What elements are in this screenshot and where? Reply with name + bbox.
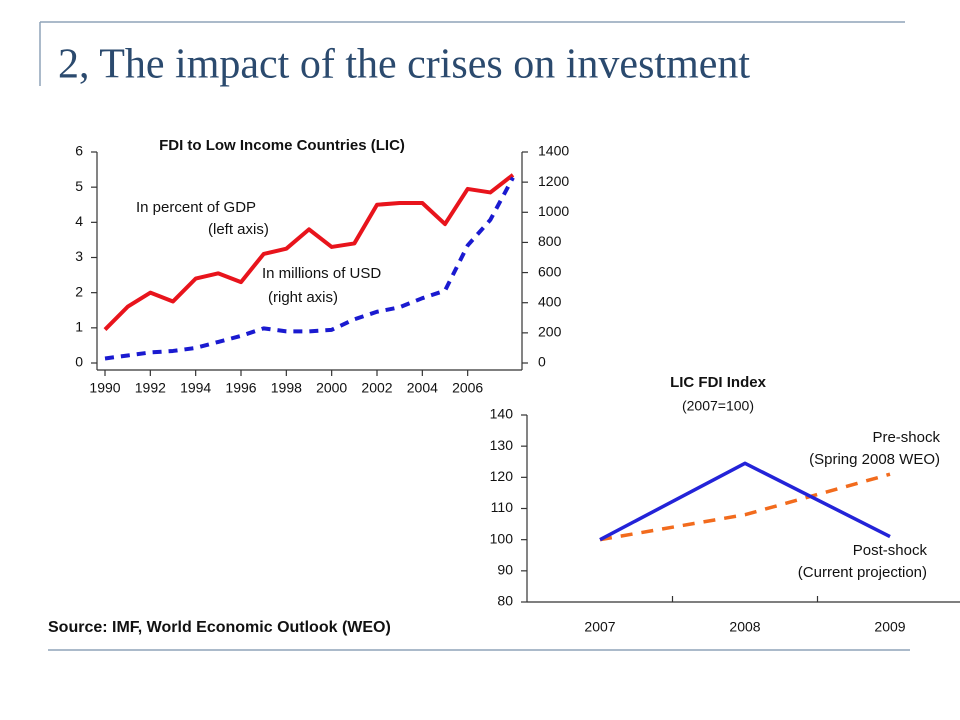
y2-tick-label: 1400: [538, 143, 569, 159]
y-tick-label: 4: [75, 213, 83, 229]
annotation: (left axis): [208, 221, 269, 238]
source: Source: IMF, World Economic Outlook (WEO…: [48, 619, 391, 636]
y-tick-label: 140: [490, 406, 514, 422]
x-tick-label: 1998: [271, 380, 302, 396]
annotation: (Spring 2008 WEO): [809, 451, 940, 468]
x-tick-label: 2000: [316, 380, 347, 396]
series-label: In millions of USD: [262, 265, 381, 282]
series-label: In percent of GDP: [136, 199, 256, 216]
series-line: [599, 461, 891, 542]
series-line: [103, 173, 515, 332]
y2-tick-label: 800: [538, 233, 562, 249]
slide-title: 2, The impact of the crises on investmen…: [58, 42, 750, 88]
y2-tick-label: 400: [538, 293, 562, 309]
y-tick-label: 110: [491, 499, 514, 515]
y-tick-label: 1: [75, 319, 83, 335]
x-tick-label: 2004: [407, 380, 438, 396]
y-tick-label: 80: [497, 593, 513, 609]
chart-title: LIC FDI Index: [670, 374, 766, 391]
y-tick-label: 130: [490, 437, 514, 453]
x-tick-label: 1994: [180, 380, 211, 396]
annotation: (right axis): [268, 289, 338, 306]
y2-tick-label: 200: [538, 324, 562, 340]
y-tick-label: 120: [490, 468, 514, 484]
y2-tick-label: 0: [538, 354, 546, 370]
x-tick-label: 2008: [729, 619, 760, 635]
x-tick-label: 2002: [361, 380, 392, 396]
y-tick-label: 100: [490, 530, 514, 546]
y2-tick-label: 600: [538, 263, 562, 279]
x-tick-label: 1996: [225, 380, 256, 396]
y-tick-label: 0: [75, 354, 83, 370]
annotation: (Current projection): [798, 564, 927, 581]
chart-title: FDI to Low Income Countries (LIC): [159, 137, 405, 154]
series-line: [104, 176, 515, 361]
x-tick-label: 2007: [584, 619, 615, 635]
series-label: Pre-shock: [872, 429, 940, 446]
y2-tick-label: 1000: [538, 203, 569, 219]
y-tick-label: 5: [75, 178, 83, 194]
series-line: [599, 472, 891, 542]
x-tick-label: 1992: [135, 380, 166, 396]
y-tick-label: 6: [75, 143, 83, 159]
x-tick-label: 2006: [452, 380, 483, 396]
chart-subtitle: (2007=100): [682, 398, 754, 414]
series-label: Post-shock: [853, 542, 928, 559]
x-tick-label: 2009: [874, 619, 905, 635]
y2-tick-label: 1200: [538, 173, 569, 189]
y-tick-label: 90: [497, 562, 513, 578]
y-tick-label: 3: [75, 248, 83, 264]
y-tick-label: 2: [75, 283, 83, 299]
x-tick-label: 1990: [89, 380, 120, 396]
